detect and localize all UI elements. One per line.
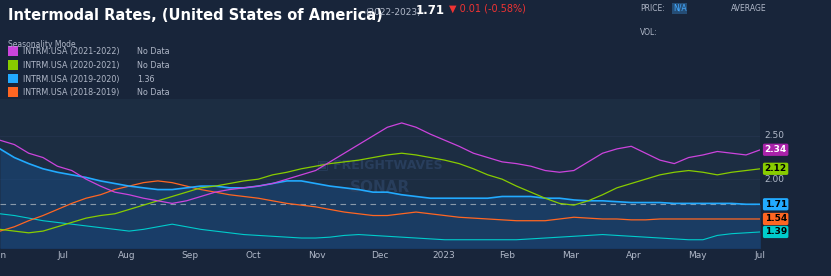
Text: (2022-2023): (2022-2023) <box>366 8 421 17</box>
Text: 1.54: 1.54 <box>765 214 787 224</box>
Text: 1.36: 1.36 <box>137 75 155 84</box>
Text: No Data: No Data <box>137 47 170 56</box>
FancyBboxPatch shape <box>8 46 18 56</box>
Text: SONAR: SONAR <box>350 180 411 195</box>
Text: PRICE:: PRICE: <box>640 4 665 13</box>
Text: 2.34: 2.34 <box>765 145 787 154</box>
Text: 3.00: 3.00 <box>765 88 784 97</box>
FancyBboxPatch shape <box>8 87 18 97</box>
Text: INTRM.USA (2021-2022): INTRM.USA (2021-2022) <box>23 47 120 56</box>
Text: Seasonality Mode: Seasonality Mode <box>8 40 76 49</box>
Text: 1.71: 1.71 <box>765 200 787 209</box>
Text: INTRM.USA (2018-2019): INTRM.USA (2018-2019) <box>23 88 120 97</box>
Text: 2.50: 2.50 <box>765 131 784 140</box>
Text: No Data: No Data <box>137 61 170 70</box>
FancyBboxPatch shape <box>8 60 18 70</box>
FancyBboxPatch shape <box>8 73 18 83</box>
Text: Intermodal Rates, (United States of America): Intermodal Rates, (United States of Amer… <box>8 8 383 23</box>
Text: No Data: No Data <box>137 88 170 97</box>
Text: VOL:: VOL: <box>640 28 657 37</box>
Text: 2.00: 2.00 <box>765 175 784 184</box>
Text: INTRM.USA (2020-2021): INTRM.USA (2020-2021) <box>23 61 120 70</box>
Text: INTRM.USA (2019-2020): INTRM.USA (2019-2020) <box>23 75 120 84</box>
Text: N/A: N/A <box>673 4 686 13</box>
Text: 1.39: 1.39 <box>765 227 787 237</box>
Text: 2.12: 2.12 <box>765 164 787 173</box>
Text: ▼ 0.01 (-0.58%): ▼ 0.01 (-0.58%) <box>449 4 526 14</box>
Text: 1.71: 1.71 <box>416 4 445 17</box>
Text: AVERAGE: AVERAGE <box>731 4 767 13</box>
Text: ▣ FREIGHTWAVES: ▣ FREIGHTWAVES <box>317 159 443 172</box>
